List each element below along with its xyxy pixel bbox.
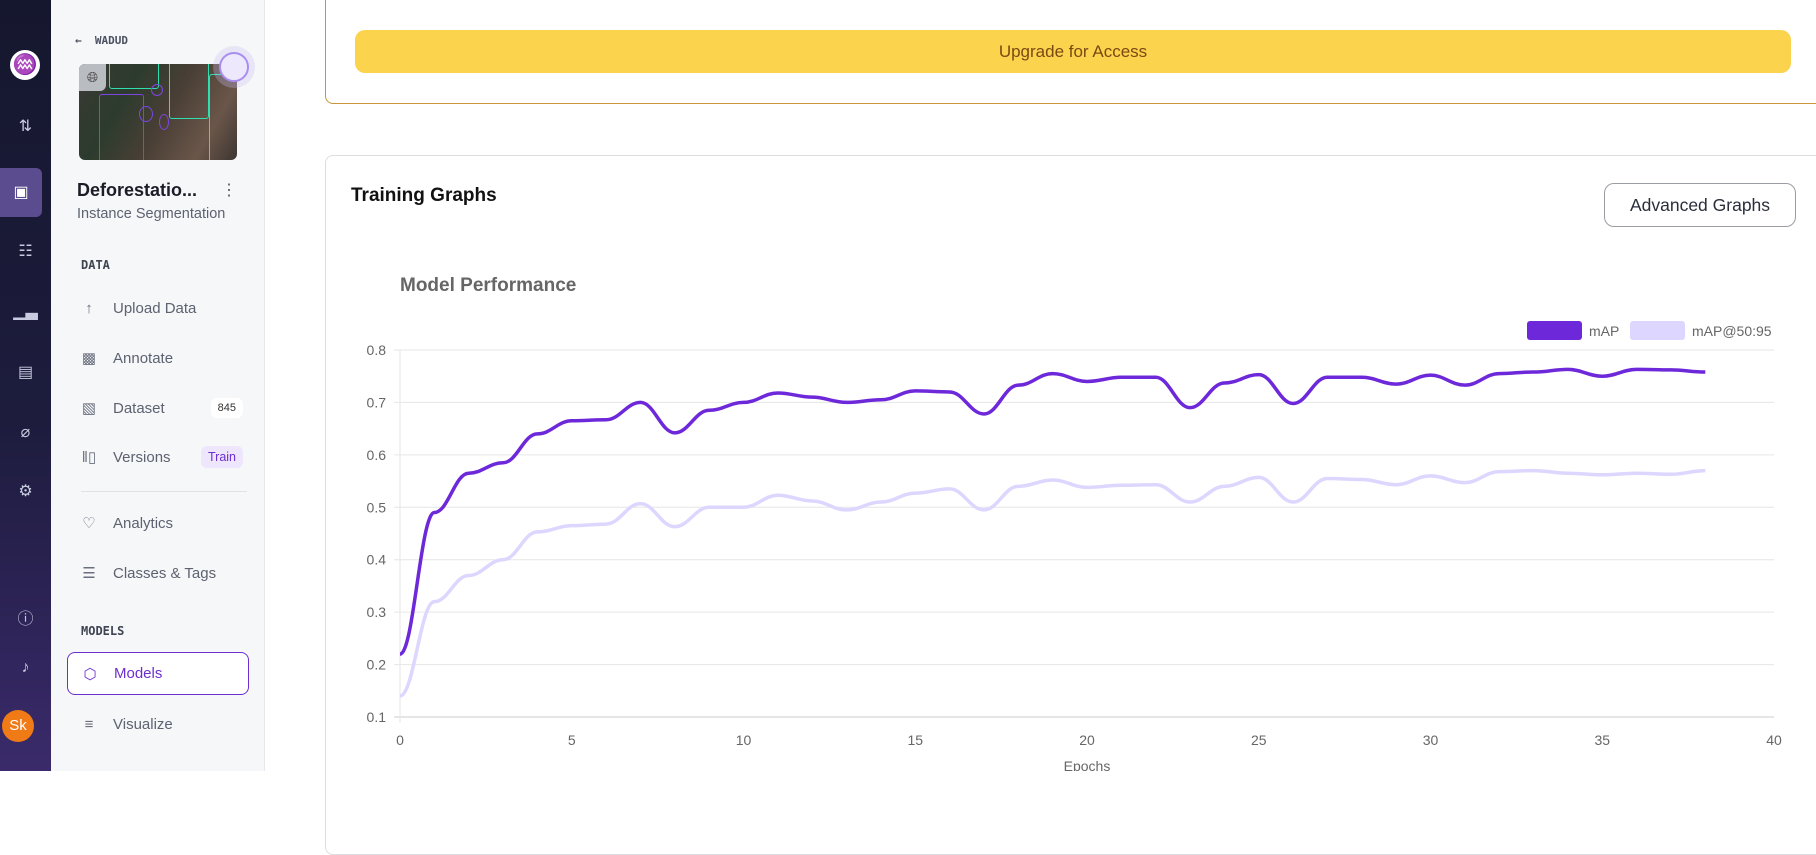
app-rail: ♒ ⇅ ▣ ☷ ▁▃ ▤ ⌀ ⚙ ⓘ ♪ Sk xyxy=(0,0,51,771)
more-options-icon[interactable]: ⋮ xyxy=(221,182,237,199)
transfer-icon[interactable]: ⇅ xyxy=(18,118,33,135)
project-sidebar: ← WADUD 🌐︎ Deforestatio... ⋮ Instance Se… xyxy=(51,0,265,771)
training-graphs-card xyxy=(325,155,1816,855)
train-badge[interactable]: Train xyxy=(200,446,243,468)
upload-icon: ↑ xyxy=(85,299,93,317)
bell-icon[interactable]: ♪ xyxy=(21,659,30,676)
upgrade-button[interactable]: Upgrade for Access xyxy=(355,30,1791,73)
project-type: Instance Segmentation xyxy=(77,206,226,222)
upgrade-card xyxy=(325,0,1816,104)
back-link[interactable]: ← WADUD xyxy=(75,34,128,47)
status-dot xyxy=(219,52,249,82)
heart-pulse-icon: ♡ xyxy=(82,515,96,532)
globe-icon[interactable]: 🌐︎ xyxy=(79,64,106,91)
planet-icon[interactable]: ⌀ xyxy=(20,424,31,441)
sidebar-item-models[interactable]: ⬡ Models xyxy=(67,652,249,695)
dataset-count-badge: 845 xyxy=(210,398,243,418)
annotate-icon: ▩ xyxy=(81,350,97,367)
divider xyxy=(81,491,247,492)
sidebar-item-versions[interactable]: ‖▯ Versions Train xyxy=(67,437,249,477)
section-models: MODELS xyxy=(81,624,125,638)
sidebar-item-analytics[interactable]: ♡ Analytics xyxy=(67,503,249,543)
storage-icon[interactable]: ▤ xyxy=(17,364,34,381)
gear-icon[interactable]: ⚙ xyxy=(18,483,33,500)
sidebar-item-annotate[interactable]: ▩ Annotate xyxy=(67,338,249,378)
rail-active-indicator xyxy=(0,168,42,217)
avatar[interactable]: Sk xyxy=(2,710,34,742)
images-icon: ▧ xyxy=(81,400,97,417)
hierarchy-icon[interactable]: ☷ xyxy=(18,243,33,260)
models-icon: ⬡ xyxy=(83,665,97,683)
project-thumbnail[interactable]: 🌐︎ xyxy=(79,64,237,160)
arrow-left-icon: ← xyxy=(75,34,82,47)
sidebar-item-classes-tags[interactable]: ☰ Classes & Tags xyxy=(67,553,249,593)
list-ordered-icon: ☰ xyxy=(82,565,96,582)
training-graphs-title: Training Graphs xyxy=(351,185,497,206)
versions-icon: ‖▯ xyxy=(81,449,97,466)
sidebar-item-dataset[interactable]: ▧ Dataset 845 xyxy=(67,388,249,428)
sidebar-item-visualize[interactable]: ≡ Visualize xyxy=(67,704,249,744)
help-icon[interactable]: ⓘ xyxy=(17,611,34,628)
section-data: DATA xyxy=(81,258,110,272)
logo-icon[interactable]: ♒ xyxy=(10,50,40,80)
analytics-icon[interactable]: ▁▃ xyxy=(13,303,38,320)
project-title: Deforestatio... xyxy=(77,180,198,200)
advanced-graphs-button[interactable]: Advanced Graphs xyxy=(1604,183,1796,227)
inbox-icon[interactable]: ▣ xyxy=(13,184,29,201)
chart-icon: ≡ xyxy=(84,715,94,733)
sidebar-item-upload-data[interactable]: ↑ Upload Data xyxy=(67,288,249,328)
